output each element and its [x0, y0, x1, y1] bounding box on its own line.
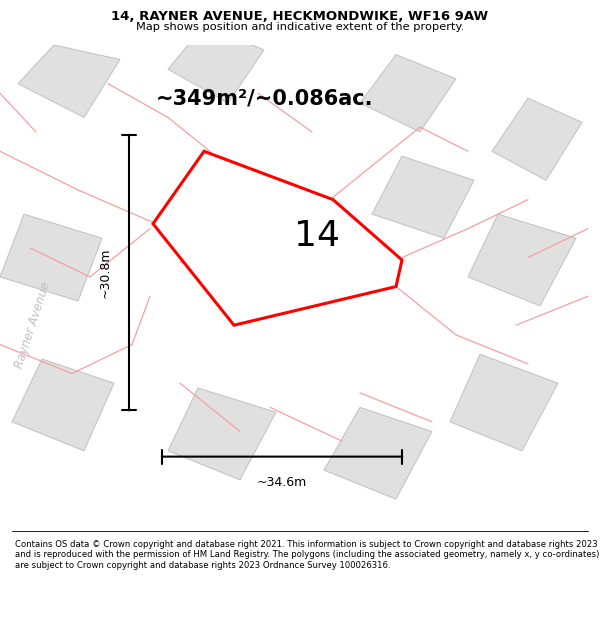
Polygon shape	[168, 26, 264, 103]
Text: 14, RAYNER AVENUE, HECKMONDWIKE, WF16 9AW: 14, RAYNER AVENUE, HECKMONDWIKE, WF16 9A…	[112, 10, 488, 23]
Polygon shape	[450, 354, 558, 451]
Polygon shape	[153, 151, 402, 325]
Polygon shape	[492, 98, 582, 180]
Polygon shape	[18, 45, 120, 118]
Polygon shape	[360, 54, 456, 132]
Text: ~30.8m: ~30.8m	[98, 248, 112, 298]
Text: Contains OS data © Crown copyright and database right 2021. This information is : Contains OS data © Crown copyright and d…	[15, 540, 599, 569]
Text: Map shows position and indicative extent of the property.: Map shows position and indicative extent…	[136, 22, 464, 32]
Text: ~349m²/~0.086ac.: ~349m²/~0.086ac.	[155, 88, 373, 108]
Polygon shape	[468, 214, 576, 306]
Polygon shape	[0, 214, 102, 301]
Polygon shape	[12, 359, 114, 451]
Text: 14: 14	[294, 219, 340, 253]
Polygon shape	[168, 388, 276, 480]
Polygon shape	[324, 408, 432, 499]
Text: ~34.6m: ~34.6m	[257, 476, 307, 489]
Polygon shape	[180, 204, 282, 286]
Text: Rayner Avenue: Rayner Avenue	[13, 280, 53, 370]
Polygon shape	[372, 156, 474, 238]
